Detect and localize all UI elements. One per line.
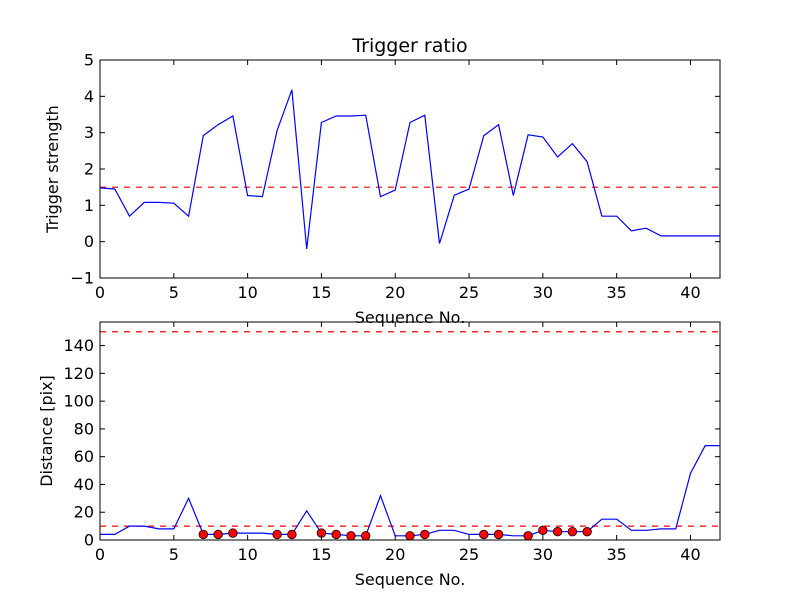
x-tick-label: 15 [311, 545, 331, 564]
y-tick-label: 5 [84, 51, 94, 70]
x-tick-label: 20 [385, 283, 405, 302]
x-tick-label: 5 [169, 545, 179, 564]
distance-panel: 0 5 10 15 20 25 30 35 40 0 20 40 60 80 100 120 140 Seque… [37, 321, 721, 589]
distance-plot-frame [99, 321, 721, 541]
x-tick-label: 10 [237, 283, 257, 302]
data-point-marker [567, 526, 578, 537]
data-point-marker [287, 529, 297, 540]
data-point-marker [198, 529, 209, 540]
y-tick-label: 40 [74, 475, 94, 494]
distance-threshold-group [100, 331, 720, 527]
data-point-marker [582, 526, 592, 537]
y-tick-label: 80 [74, 419, 94, 438]
y-tick-label: 120 [63, 364, 94, 383]
data-point-marker [479, 529, 489, 540]
data-point-marker [538, 525, 548, 535]
data-point-marker [420, 529, 430, 540]
data-point-marker [493, 529, 504, 540]
x-tick-label: 5 [169, 283, 179, 302]
x-tick-label: 40 [680, 545, 700, 564]
trigger-y-axis-label: Trigger strength [43, 105, 62, 234]
x-tick-label: 30 [533, 283, 553, 302]
x-tick-label: 0 [95, 545, 105, 564]
y-tick-label: 100 [63, 392, 94, 411]
data-point-marker [331, 529, 341, 540]
x-tick-label: 25 [459, 545, 479, 564]
trigger-plot-frame [99, 59, 721, 279]
x-tick-label: 35 [606, 283, 626, 302]
y-tick-label: 3 [84, 123, 94, 142]
y-tick-label: −1 [70, 269, 94, 288]
x-tick-label: 40 [680, 283, 700, 302]
x-tick-label: 15 [311, 283, 331, 302]
distance-markers-group [198, 525, 592, 541]
y-tick-label: 20 [74, 503, 94, 522]
data-point-marker [272, 529, 282, 540]
x-tick-label: 30 [533, 545, 553, 564]
x-tick-label: 35 [606, 545, 626, 564]
data-point-marker [405, 531, 415, 541]
y-tick-label: 140 [63, 336, 94, 355]
data-point-marker [361, 531, 371, 541]
x-tick-label: 0 [95, 283, 105, 302]
distance-y-axis-label: Distance [pix] [37, 375, 56, 487]
data-point-marker [552, 526, 563, 537]
distance-x-axis-label: Sequence No. [355, 570, 466, 589]
data-point-marker [228, 528, 238, 538]
y-tick-label: 60 [74, 447, 94, 466]
x-tick-label: 20 [385, 545, 405, 564]
x-tick-label: 25 [459, 283, 479, 302]
y-tick-label: 0 [84, 232, 94, 251]
y-tick-label: 1 [84, 196, 94, 215]
data-point-marker [346, 531, 356, 541]
data-point-marker [523, 531, 533, 541]
data-point-marker [213, 529, 223, 540]
series-line [99, 89, 720, 249]
trigger-series-group [99, 89, 720, 249]
y-tick-label: 0 [84, 531, 94, 550]
trigger-x-axis-label: Sequence No. [355, 308, 466, 327]
chart-title: Trigger ratio [351, 35, 467, 57]
y-tick-label: 4 [84, 87, 94, 106]
distance-ticks-group: 0 5 10 15 20 25 30 35 40 0 20 40 60 80 100 120 140 [63, 322, 720, 564]
x-tick-label: 10 [237, 545, 257, 564]
y-tick-label: 2 [84, 160, 94, 179]
